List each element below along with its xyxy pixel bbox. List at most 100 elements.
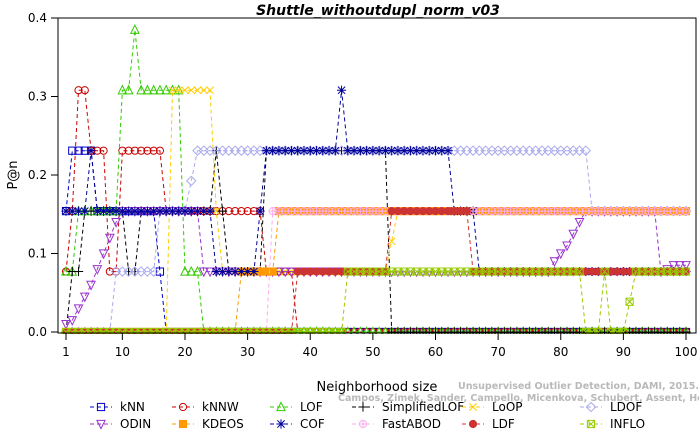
data-point-odin bbox=[67, 316, 78, 326]
chart-title: Shuttle_withoutdupl_norm_v03 bbox=[256, 3, 500, 19]
x-tick-label: 20 bbox=[177, 345, 192, 359]
data-point-cof bbox=[380, 146, 390, 156]
data-point-cof bbox=[111, 206, 121, 216]
x-axis-label: Neighborhood size bbox=[317, 380, 438, 395]
data-point-odin bbox=[98, 249, 109, 260]
data-point-ldof bbox=[185, 175, 197, 187]
legend-label-ldf: LDF bbox=[492, 417, 515, 431]
legend-label-simplifiedlof: SimplifiedLOF bbox=[382, 400, 464, 414]
data-point-cof bbox=[261, 146, 272, 156]
data-point-cof bbox=[211, 266, 221, 277]
x-tick-label: 10 bbox=[115, 345, 130, 359]
data-point-knnw bbox=[237, 207, 246, 216]
data-point-lof bbox=[180, 265, 190, 276]
data-point-cof bbox=[174, 206, 184, 216]
data-point-lof bbox=[142, 84, 153, 95]
legend-label-loop: LoOP bbox=[492, 400, 523, 414]
data-point-cof bbox=[130, 206, 140, 216]
data-point-cof bbox=[230, 266, 240, 277]
data-point-loop bbox=[174, 86, 183, 95]
data-point-loop bbox=[199, 86, 208, 95]
data-point-lof bbox=[123, 84, 134, 95]
legend-marker-kdeos bbox=[178, 419, 188, 429]
legend-entry-cof: COF bbox=[270, 417, 325, 431]
legend-entry-odin: ODIN bbox=[90, 417, 151, 431]
legend-label-cof: COF bbox=[300, 417, 325, 431]
data-point-odin bbox=[61, 320, 71, 330]
data-point-cof bbox=[368, 146, 378, 156]
legend-marker-knn bbox=[96, 402, 106, 412]
legend-marker-cof bbox=[276, 419, 286, 429]
data-point-odin bbox=[79, 292, 90, 303]
data-point-lof bbox=[136, 84, 147, 95]
data-point-cof bbox=[343, 146, 353, 156]
data-point-lof bbox=[186, 265, 197, 276]
legend-entry-simplifiedlof: SimplifiedLOF bbox=[352, 400, 464, 414]
legend-entry-inflo: INFLO bbox=[580, 417, 645, 431]
data-point-loop bbox=[193, 86, 202, 95]
data-point-lof bbox=[148, 84, 159, 95]
data-point-odin bbox=[104, 233, 115, 244]
data-point-cof bbox=[268, 146, 278, 156]
data-point-simplifiedlof bbox=[217, 206, 228, 216]
data-point-cof bbox=[280, 146, 290, 156]
y-tick-label: 0.1 bbox=[28, 247, 47, 261]
data-point-cof bbox=[86, 146, 96, 156]
x-tick-label: 90 bbox=[616, 345, 631, 359]
data-point-lof bbox=[369, 326, 377, 334]
data-point-cof bbox=[405, 146, 416, 156]
data-point-cof bbox=[362, 146, 372, 156]
data-point-lof bbox=[356, 326, 365, 334]
legend-label-lof: LOF bbox=[300, 400, 323, 414]
data-point-simplifiedlof bbox=[73, 266, 84, 277]
data-point-lof bbox=[155, 84, 165, 95]
data-point-cof bbox=[437, 146, 447, 156]
data-point-ldf bbox=[462, 207, 471, 216]
data-point-lof bbox=[375, 326, 383, 334]
data-point-ldof bbox=[580, 145, 592, 156]
data-point-cof bbox=[243, 266, 253, 277]
data-point-cof bbox=[430, 146, 441, 156]
data-point-knnw bbox=[230, 207, 240, 216]
data-point-cof bbox=[105, 206, 115, 216]
data-point-loop bbox=[206, 86, 214, 95]
data-point-cof bbox=[73, 206, 84, 216]
data-point-cof bbox=[255, 206, 265, 216]
data-point-lof bbox=[117, 84, 128, 95]
data-point-cof bbox=[98, 206, 109, 216]
data-point-odin bbox=[111, 218, 122, 228]
x-tick-label: 50 bbox=[365, 345, 380, 359]
data-point-knnw bbox=[130, 146, 139, 155]
data-point-cof bbox=[192, 206, 203, 216]
data-point-simplifiedlof bbox=[681, 327, 691, 334]
data-point-cof bbox=[167, 206, 178, 216]
data-point-knnw bbox=[155, 146, 165, 155]
data-point-odin bbox=[668, 261, 679, 271]
data-point-knnw bbox=[143, 146, 152, 155]
data-point-cof bbox=[142, 206, 153, 216]
data-point-cof bbox=[180, 206, 190, 216]
data-point-cof bbox=[443, 146, 453, 156]
y-tick-label: 0.4 bbox=[28, 11, 47, 25]
data-point-cof bbox=[117, 206, 127, 216]
data-point-knnw bbox=[105, 267, 114, 276]
data-point-knnw bbox=[80, 86, 89, 95]
legend-entry-ldof: LDOF bbox=[580, 400, 642, 414]
legend-entry-kdeos: KDEOS bbox=[172, 417, 244, 431]
data-point-cof bbox=[311, 146, 322, 156]
data-point-cof bbox=[412, 146, 422, 156]
data-point-cof bbox=[236, 266, 246, 277]
x-tick-label: 1 bbox=[62, 345, 70, 359]
data-point-odin bbox=[198, 267, 209, 278]
y-axis-label: P@n bbox=[6, 160, 21, 189]
data-point-cof bbox=[217, 266, 228, 277]
data-point-cof bbox=[418, 146, 428, 156]
data-point-kdeos bbox=[268, 267, 277, 276]
data-point-cof bbox=[205, 206, 215, 216]
y-tick-label: 0.3 bbox=[28, 90, 47, 104]
data-point-knnw bbox=[118, 146, 127, 155]
legend-marker-lof bbox=[276, 401, 286, 412]
data-point-ldof bbox=[148, 266, 159, 277]
data-point-cof bbox=[124, 206, 134, 216]
data-point-odin bbox=[92, 265, 103, 275]
